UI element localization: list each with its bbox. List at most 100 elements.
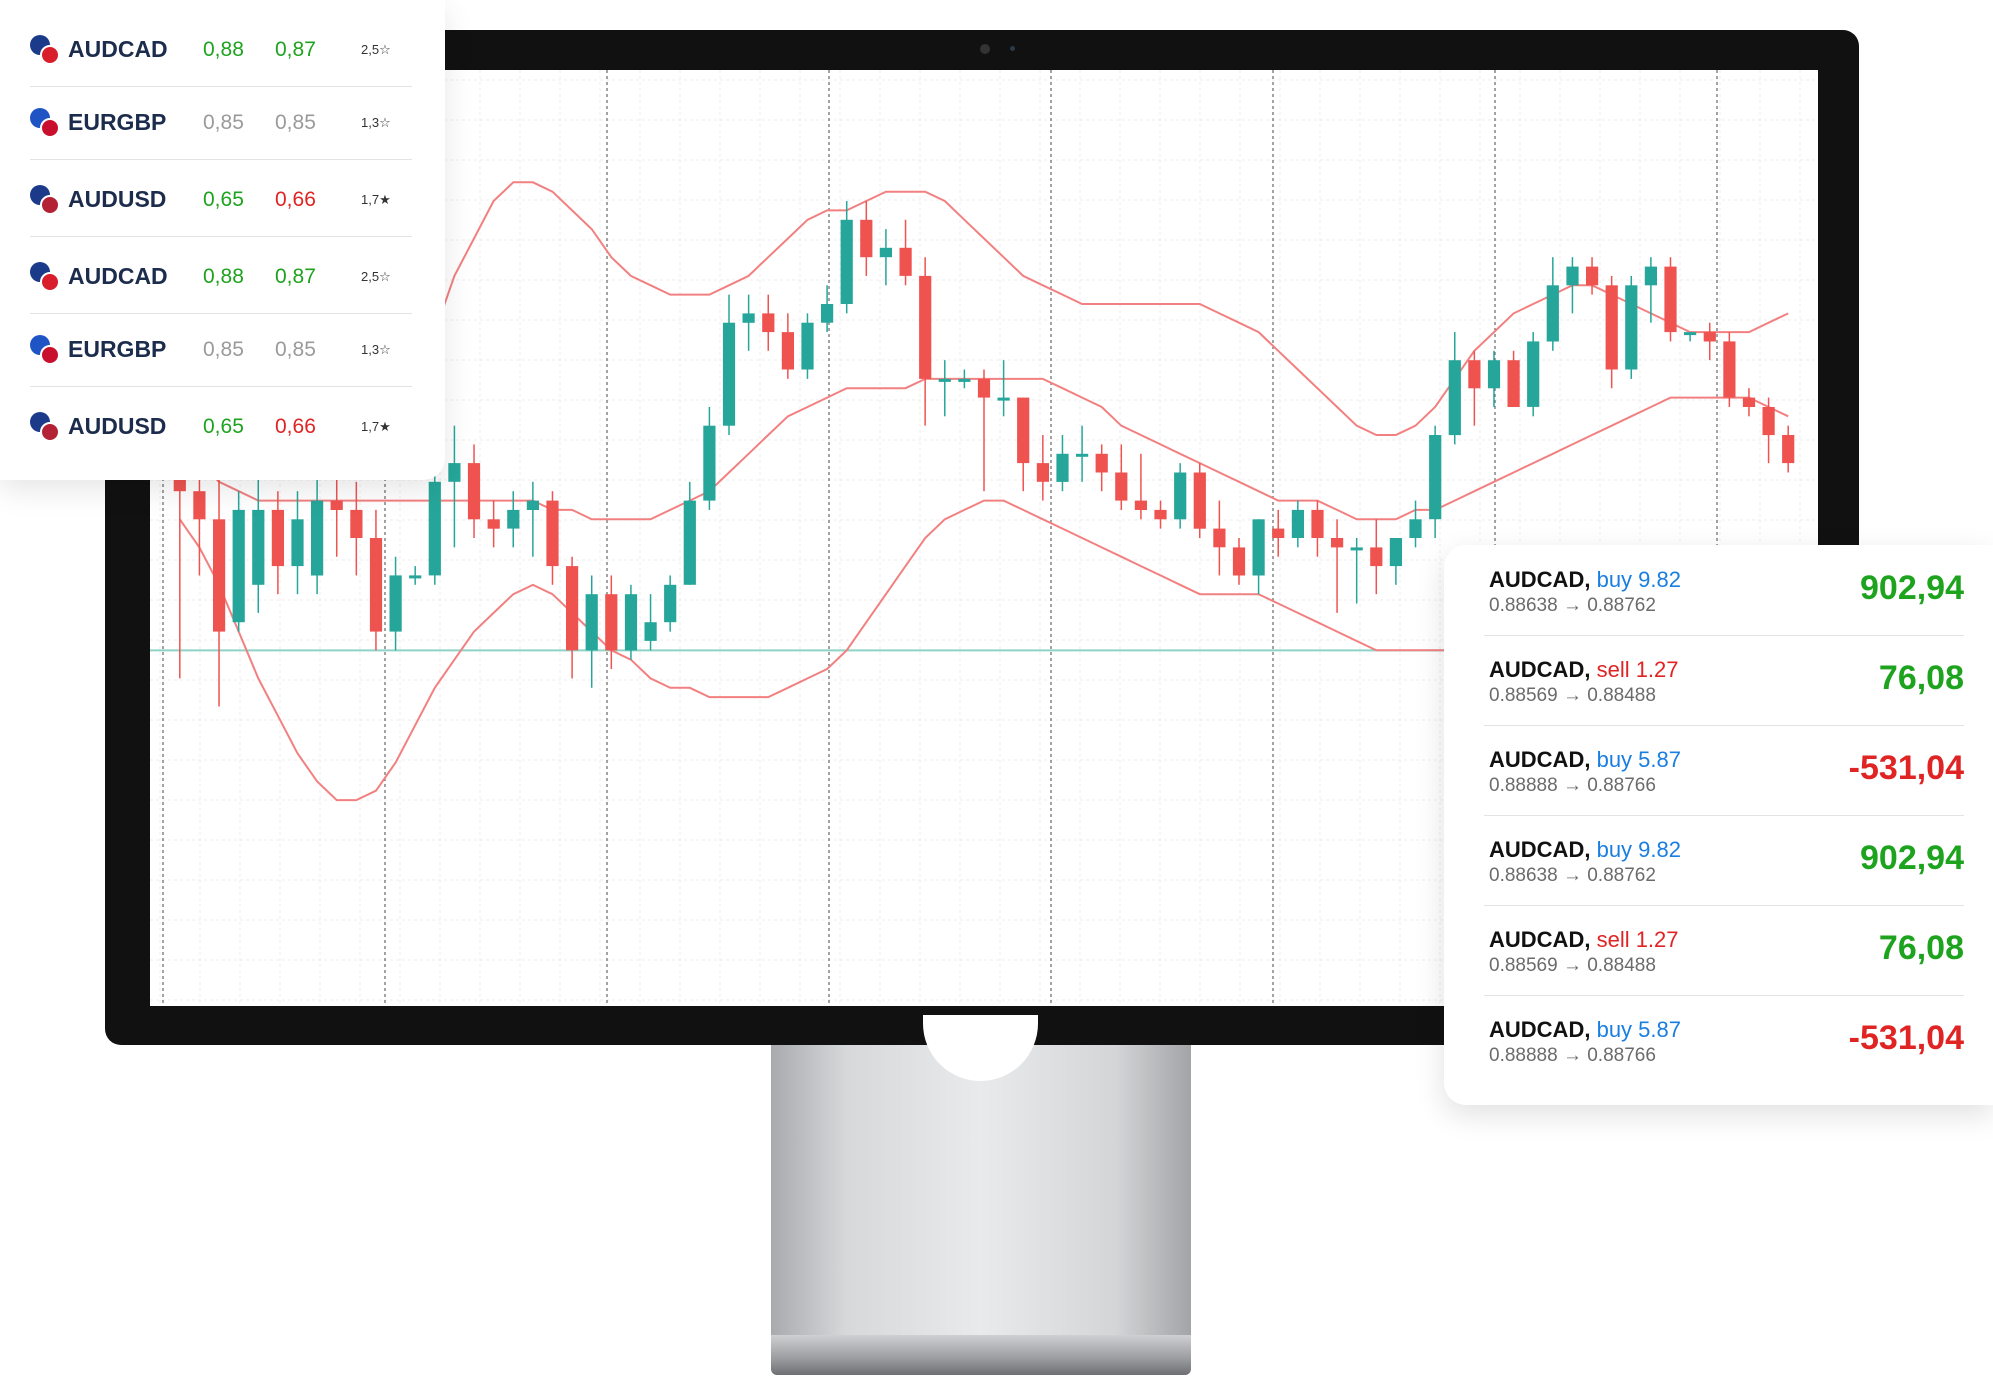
candle-body xyxy=(1115,472,1128,501)
rating-value: 1,3☆ xyxy=(361,114,391,130)
watchlist-row[interactable]: AUDCAD 0,88 0,87 2,5☆ xyxy=(30,240,412,314)
trade-pnl: -531,04 xyxy=(1848,1019,1964,1057)
candle-body xyxy=(350,509,363,538)
bollinger-upper-band xyxy=(179,181,1789,446)
candle-body xyxy=(330,500,343,510)
candle-body xyxy=(291,519,304,567)
candle-body xyxy=(1507,360,1520,407)
currency-flag-icon xyxy=(30,334,60,365)
rating-value: 1,7★ xyxy=(361,418,391,434)
candle-body xyxy=(1193,472,1206,529)
trade-action: buy 9.82 xyxy=(1596,567,1681,592)
candle-body xyxy=(428,481,441,576)
candle-body xyxy=(644,622,657,641)
candle-body xyxy=(1684,332,1697,336)
watchlist-row[interactable]: AUDCAD 0,88 0,87 2,5☆ xyxy=(30,13,412,87)
trade-symbol: AUDCAD, xyxy=(1489,747,1591,772)
trade-symbol: AUDCAD, xyxy=(1489,567,1591,592)
candle-body xyxy=(821,304,834,323)
candle-body xyxy=(1605,285,1618,370)
candle-body xyxy=(487,519,500,529)
candle-body xyxy=(1703,332,1716,342)
candle-body xyxy=(664,584,677,623)
rating-value: 1,7★ xyxy=(361,191,391,207)
candle-body xyxy=(1468,360,1481,389)
watchlist-row[interactable]: AUDUSD 0,65 0,66 1,7★ xyxy=(30,390,412,463)
monitor-base xyxy=(771,1335,1191,1375)
candle-body xyxy=(1291,509,1304,538)
watchlist-row[interactable]: EURGBP 0,85 0,85 1,3☆ xyxy=(30,86,412,160)
trade-row[interactable]: AUDCAD, buy 5.87 0.88888 → 0.88766 -531,… xyxy=(1484,995,1964,1085)
camera-icon xyxy=(980,44,990,54)
candle-body xyxy=(1174,472,1187,520)
candle-body xyxy=(1527,341,1540,407)
trade-symbol: AUDCAD, xyxy=(1489,1017,1591,1042)
ask-value: 0,87 xyxy=(275,37,316,61)
candle-body xyxy=(566,566,579,651)
candle-body xyxy=(585,594,598,651)
candle-body xyxy=(762,313,775,333)
open-trades-panel: AUDCAD, buy 9.82 0.88638 → 0.88762 902,9… xyxy=(1444,545,1993,1105)
monitor-stand xyxy=(771,1045,1191,1335)
candle-body xyxy=(193,491,206,520)
bid-value: 0,65 xyxy=(203,187,244,211)
trade-symbol: AUDCAD, xyxy=(1489,927,1591,952)
candle-body xyxy=(1272,528,1285,538)
candle-body xyxy=(1429,435,1442,520)
candle-body xyxy=(1154,509,1167,520)
symbol-label: AUDCAD xyxy=(68,36,168,62)
symbol-label: AUDUSD xyxy=(68,186,167,212)
trade-action: buy 5.87 xyxy=(1596,1017,1681,1042)
watchlist-row[interactable]: AUDUSD 0,65 0,66 1,7★ xyxy=(30,163,412,237)
trade-pnl: -531,04 xyxy=(1848,749,1964,787)
bid-value: 0,65 xyxy=(203,414,244,438)
candle-body xyxy=(1644,266,1657,286)
trade-row[interactable]: AUDCAD, buy 9.82 0.88638 → 0.88762 902,9… xyxy=(1484,545,1964,636)
trade-pnl: 902,94 xyxy=(1860,569,1964,607)
rating-value: 2,5☆ xyxy=(361,41,391,57)
ask-value: 0,66 xyxy=(275,187,316,211)
candle-body xyxy=(252,509,265,585)
symbol-label: AUDCAD xyxy=(68,263,168,289)
candle-body xyxy=(232,509,245,623)
trade-row[interactable]: AUDCAD, sell 1.27 0.88569 → 0.88488 76,0… xyxy=(1484,905,1964,996)
candle-body xyxy=(624,594,638,651)
candle-body xyxy=(1095,453,1108,473)
trade-symbol: AUDCAD, xyxy=(1489,657,1591,682)
trade-pnl: 902,94 xyxy=(1860,839,1964,877)
trade-row[interactable]: AUDCAD, sell 1.27 0.88569 → 0.88488 76,0… xyxy=(1484,635,1964,726)
bid-value: 0,88 xyxy=(203,264,244,288)
candle-body xyxy=(448,463,461,482)
candle-body xyxy=(781,332,794,370)
trade-action: buy 9.82 xyxy=(1596,837,1681,862)
candle-body xyxy=(1487,360,1501,389)
candle-body xyxy=(1017,397,1030,464)
candle-body xyxy=(1389,538,1402,567)
candle-body xyxy=(409,575,422,579)
candle-body xyxy=(213,519,226,632)
ask-value: 0,66 xyxy=(275,414,316,438)
candle-body xyxy=(958,378,971,382)
candle-body xyxy=(977,378,991,398)
candle-body xyxy=(526,500,539,510)
candle-body xyxy=(507,509,520,529)
trade-symbol: AUDCAD, xyxy=(1489,837,1591,862)
candle-body xyxy=(369,538,383,632)
candle-body xyxy=(1448,360,1461,436)
candle-body xyxy=(1311,509,1324,538)
trade-prices: 0.88638 → 0.88762 xyxy=(1489,865,1656,886)
trade-prices: 0.88638 → 0.88762 xyxy=(1489,595,1656,616)
candle-body xyxy=(801,322,814,370)
watchlist-row[interactable]: EURGBP 0,85 0,85 1,3☆ xyxy=(30,313,412,387)
candle-body xyxy=(1232,547,1246,576)
candle-body xyxy=(1625,285,1638,370)
candle-body xyxy=(1546,285,1559,342)
trade-row[interactable]: AUDCAD, buy 9.82 0.88638 → 0.88762 902,9… xyxy=(1484,815,1964,906)
candle-body xyxy=(1723,341,1736,398)
candle-body xyxy=(546,500,559,567)
trade-row[interactable]: AUDCAD, buy 5.87 0.88888 → 0.88766 -531,… xyxy=(1484,725,1964,816)
trade-action: sell 1.27 xyxy=(1596,927,1679,952)
trade-prices: 0.88888 → 0.88766 xyxy=(1489,775,1656,796)
bid-value: 0,85 xyxy=(203,337,244,361)
candle-body xyxy=(899,247,912,276)
